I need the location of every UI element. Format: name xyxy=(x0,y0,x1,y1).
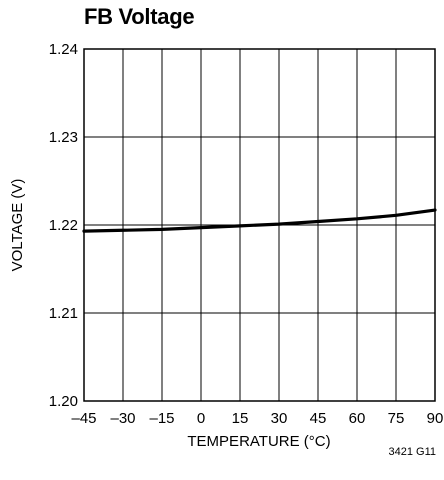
y-axis-label: VOLTAGE (V) xyxy=(9,179,26,272)
chart-title: FB Voltage xyxy=(84,4,195,29)
x-tick-label: 15 xyxy=(232,410,249,427)
figure-id: 3421 G11 xyxy=(388,446,436,458)
x-tick-label: 0 xyxy=(197,410,205,427)
y-tick-label: 1.24 xyxy=(49,41,78,58)
tick-labels: –45 –30 –15 0 15 30 45 60 75 90 1.24 1.23 1.22 1.21 1.… xyxy=(49,41,444,427)
x-tick-label: 90 xyxy=(427,410,444,427)
plot-frame xyxy=(83,48,436,402)
x-tick-label: –15 xyxy=(149,410,174,427)
x-axis-label: TEMPERATURE (°C) xyxy=(187,433,330,450)
x-tick-label: –30 xyxy=(110,410,135,427)
y-tick-label: 1.21 xyxy=(49,305,78,322)
y-tick-label: 1.20 xyxy=(49,393,78,410)
x-tick-label: 30 xyxy=(271,410,288,427)
x-tick-label: 45 xyxy=(310,410,327,427)
y-tick-label: 1.22 xyxy=(49,217,78,234)
x-tick-label: 75 xyxy=(388,410,405,427)
y-tick-label: 1.23 xyxy=(49,129,78,146)
x-tick-label: 60 xyxy=(349,410,366,427)
fb-voltage-series-line xyxy=(82,208,437,233)
x-tick-label: –45 xyxy=(71,410,96,427)
